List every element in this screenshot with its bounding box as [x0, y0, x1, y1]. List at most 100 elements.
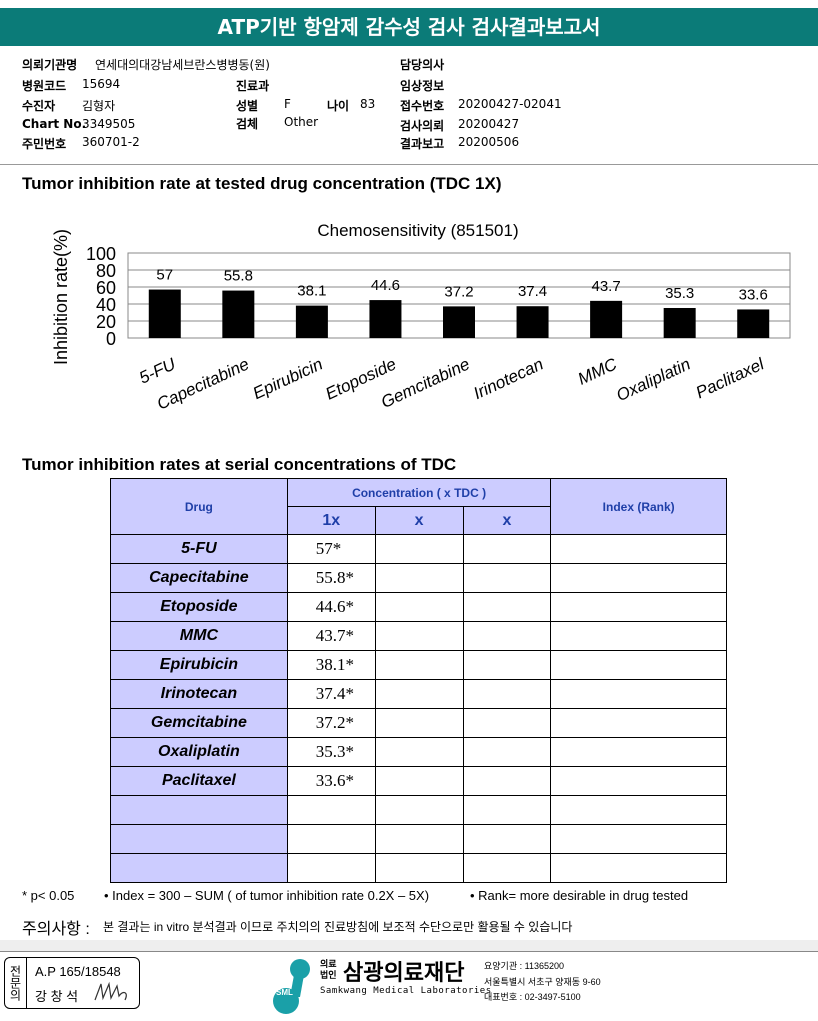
index-note: • Index = 300 – SUM ( of tumor inhibitio… — [104, 888, 430, 903]
specimen: Other — [284, 115, 319, 129]
drug-name: Epirubicin — [110, 650, 288, 680]
drug-name: Oxaliplatin — [110, 737, 288, 767]
data-label: 38.1 — [297, 283, 326, 300]
request-date: 20200427 — [458, 117, 520, 131]
age-label: 나이 — [327, 99, 350, 113]
index-rank — [550, 679, 727, 709]
hospital-code-label: 병원코드 — [22, 79, 67, 93]
value-x — [374, 679, 464, 709]
logo-text: SML — [276, 988, 293, 997]
y-tick-label: 40 — [96, 295, 116, 315]
bar — [590, 300, 623, 338]
drug-name: Gemcitabine — [110, 708, 288, 738]
dept-label: 진료과 — [236, 79, 270, 93]
value-x — [462, 737, 552, 767]
drug-name: Paclitaxel — [110, 766, 288, 796]
table-row — [110, 853, 727, 883]
bar — [222, 290, 255, 338]
value-x — [374, 563, 464, 593]
y-tick-label: 0 — [106, 329, 116, 349]
id-number: 360701-2 — [82, 135, 140, 149]
data-label: 43.7 — [592, 278, 621, 295]
value-x — [462, 708, 552, 738]
index-rank — [550, 563, 727, 593]
value-x — [462, 795, 552, 825]
x-tick-label: MMC — [575, 354, 620, 389]
receipt-label: 접수번호 — [400, 99, 445, 113]
institution: 연세대의대강남세브란스병병동(원) — [95, 58, 270, 72]
index-rank — [550, 766, 727, 796]
caution-text: 본 결과는 in vitro 분석결과 이므로 주치의의 진료방침에 보조적 수… — [103, 920, 573, 934]
x-tick-label: 5-FU — [136, 354, 179, 387]
value-1x: 33.6* — [286, 766, 376, 796]
table-row: MMC 43.7* — [110, 621, 727, 651]
value-x — [374, 708, 464, 738]
specimen-label: 검체 — [236, 117, 259, 131]
footer-bar — [0, 940, 818, 952]
value-1x: 57* — [286, 534, 376, 564]
data-label: 57 — [156, 267, 173, 284]
y-tick-label: 20 — [96, 312, 116, 332]
signature-icon — [94, 981, 127, 1001]
value-1x — [286, 824, 376, 854]
index-rank — [550, 737, 727, 767]
drug-header: Drug — [110, 478, 288, 535]
index-rank — [550, 795, 727, 825]
patient-name: 김형자 — [82, 99, 116, 113]
results-table: Drug Concentration ( x TDC ) Index (Rank… — [110, 478, 727, 883]
value-1x: 38.1* — [286, 650, 376, 680]
value-x — [462, 853, 552, 883]
receipt-number: 20200427-02041 — [458, 97, 562, 111]
y-tick-label: 80 — [96, 261, 116, 281]
clinical-label: 임상정보 — [400, 79, 445, 93]
hospital-code: 15694 — [82, 77, 121, 91]
drug-name: Etoposide — [110, 592, 288, 622]
table-row: Gemcitabine 37.2* — [110, 708, 727, 738]
value-x — [374, 795, 464, 825]
doctor-label: 담당의사 — [400, 58, 445, 72]
ap-number: A.P 165/18548 — [35, 964, 121, 979]
concentration-header: Concentration ( x TDC ) — [286, 478, 552, 507]
data-label: 44.6 — [371, 277, 400, 294]
chart-label: Chart No. — [22, 117, 87, 131]
caution-label: 주의사항 : — [22, 921, 90, 938]
value-1x: 43.7* — [286, 621, 376, 651]
x-tick-label: Oxaliplatin — [613, 354, 693, 405]
value-x — [374, 592, 464, 622]
bar — [516, 306, 549, 338]
stamp-vertical-text: 전문의 — [5, 958, 27, 1008]
drug-name: Capecitabine — [110, 563, 288, 593]
report-title: ATP기반 항암제 감수성 검사 검사결과보고서 — [0, 8, 818, 46]
rank-note: • Rank= more desirable in drug tested — [470, 888, 689, 903]
index-rank — [550, 650, 727, 680]
data-label: 37.2 — [444, 283, 473, 300]
id-label: 주민번호 — [22, 137, 67, 151]
value-x — [374, 853, 464, 883]
value-x — [462, 766, 552, 796]
data-label: 37.4 — [518, 283, 547, 300]
x-tick-label: Epirubicin — [250, 354, 326, 403]
drug-name: MMC — [110, 621, 288, 651]
index-rank — [550, 621, 727, 651]
table-row — [110, 824, 727, 854]
table-row: Oxaliplatin 35.3* — [110, 737, 727, 767]
table-row: Epirubicin 38.1* — [110, 650, 727, 680]
table-row — [110, 795, 727, 825]
drug-name — [110, 853, 288, 883]
value-x — [374, 737, 464, 767]
institution-code: 요양기관 : 11365200 — [484, 961, 564, 971]
org-prefix: 의료 법인 — [320, 959, 337, 980]
drug-name — [110, 824, 288, 854]
drug-name: Irinotecan — [110, 679, 288, 709]
y-tick-label: 60 — [96, 278, 116, 298]
value-x — [462, 824, 552, 854]
value-1x: 35.3* — [286, 737, 376, 767]
sex: F — [284, 97, 291, 111]
y-axis-label: Inhibition rate(%) — [51, 229, 71, 365]
divider — [0, 164, 818, 165]
table-row: Paclitaxel 33.6* — [110, 766, 727, 796]
value-1x: 44.6* — [286, 592, 376, 622]
value-x — [374, 824, 464, 854]
conc-x: x — [462, 506, 552, 535]
index-header: Index (Rank) — [550, 478, 727, 535]
